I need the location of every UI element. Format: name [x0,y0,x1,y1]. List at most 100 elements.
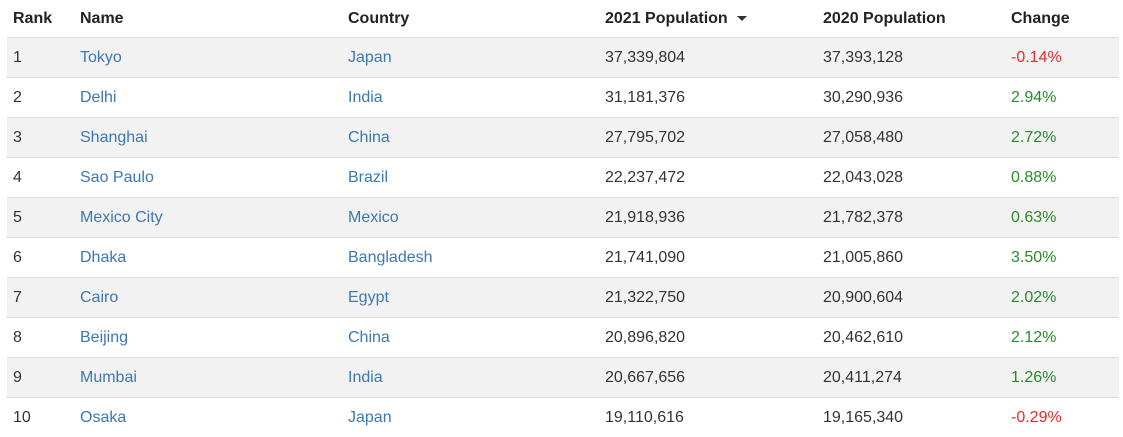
cell-2021-population: 21,741,090 [605,249,685,266]
cell-city-name-link[interactable]: Mumbai [80,369,137,386]
cell-country-link[interactable]: India [348,369,383,386]
cell-rank-cell: 1 [7,38,80,78]
header-name-label: Name [80,10,124,27]
cell-change-cell: 0.88% [1011,158,1119,198]
cell-country-link[interactable]: Japan [348,49,392,66]
cell-country-link[interactable]: Bangladesh [348,249,433,266]
cell-rank-cell: 10 [7,398,80,437]
cell-2020-population-cell: 30,290,936 [823,78,1011,118]
cell-2021-population-cell: 20,667,656 [605,358,823,398]
cell-change: 0.63% [1011,209,1056,226]
cell-2020-population-cell: 37,393,128 [823,38,1011,78]
header-rank[interactable]: Rank [7,0,80,38]
cell-2021-population-cell: 20,896,820 [605,318,823,358]
cell-change: 2.72% [1011,129,1056,146]
cell-city-name-cell: Cairo [80,278,348,318]
cell-rank: 7 [13,289,22,306]
cell-2021-population-cell: 19,110,616 [605,398,823,437]
cell-city-name-cell: Sao Paulo [80,158,348,198]
cell-2021-population: 21,322,750 [605,289,685,306]
cell-country-cell: Japan [348,398,605,437]
cell-rank-cell: 8 [7,318,80,358]
header-country-label: Country [348,10,409,27]
cell-city-name-cell: Mexico City [80,198,348,238]
cell-2021-population: 20,667,656 [605,369,685,386]
cell-2021-population: 20,896,820 [605,329,685,346]
header-change[interactable]: Change [1011,0,1119,38]
cell-city-name-cell: Tokyo [80,38,348,78]
cell-country-link[interactable]: China [348,329,390,346]
cell-2020-population: 21,782,378 [823,209,903,226]
cell-change: 0.88% [1011,169,1056,186]
header-rank-label: Rank [13,10,52,27]
cell-city-name-link[interactable]: Beijing [80,329,128,346]
cell-country-link[interactable]: Brazil [348,169,388,186]
cell-change-cell: 0.63% [1011,198,1119,238]
cell-country-link[interactable]: Japan [348,409,392,426]
cell-city-name-link[interactable]: Mexico City [80,209,163,226]
cell-2020-population-cell: 27,058,480 [823,118,1011,158]
cell-city-name-link[interactable]: Delhi [80,89,116,106]
cell-rank: 5 [13,209,22,226]
cell-2020-population: 20,411,274 [823,369,902,386]
header-2020-population[interactable]: 2020 Population [823,0,1011,38]
cell-country-link[interactable]: China [348,129,390,146]
cell-2021-population-cell: 22,237,472 [605,158,823,198]
cell-change: 2.02% [1011,289,1056,306]
cell-country-link[interactable]: Mexico [348,209,399,226]
cell-2020-population: 21,005,860 [823,249,903,266]
cell-change-cell: 3.50% [1011,238,1119,278]
cell-rank: 6 [13,249,22,266]
cell-country-cell: Japan [348,38,605,78]
cell-city-name-link[interactable]: Tokyo [80,49,122,66]
cell-city-name-link[interactable]: Osaka [80,409,126,426]
cell-change-cell: -0.29% [1011,398,1119,437]
cell-city-name-cell: Beijing [80,318,348,358]
cell-rank: 1 [13,49,22,66]
cell-change-cell: 2.12% [1011,318,1119,358]
cell-country-link[interactable]: Egypt [348,289,389,306]
cell-2021-population: 22,237,472 [605,169,685,186]
cell-rank-cell: 9 [7,358,80,398]
table-row: 6 Dhaka Bangladesh 21,741,090 21,005,860 3.50… [7,238,1119,278]
table-row: 10 Osaka Japan 19,110,616 19,165,340-0.29% [7,398,1119,437]
cell-country-cell: India [348,358,605,398]
cell-city-name-link[interactable]: Shanghai [80,129,148,146]
header-2021-population[interactable]: 2021 Population [605,0,823,38]
header-row: Rank Name Country 2021 Population 2020 P… [7,0,1119,38]
cell-country-link[interactable]: India [348,89,383,106]
cell-country-cell: Egypt [348,278,605,318]
cell-city-name-link[interactable]: Dhaka [80,249,126,266]
cell-country-cell: India [348,78,605,118]
cell-country-cell: China [348,118,605,158]
cell-change: 2.94% [1011,89,1056,106]
header-2020-population-label: 2020 Population [823,10,946,27]
header-country[interactable]: Country [348,0,605,38]
cell-city-name-link[interactable]: Cairo [80,289,118,306]
cell-2021-population-cell: 31,181,376 [605,78,823,118]
cell-2021-population: 37,339,804 [605,49,685,66]
cell-rank: 8 [13,329,22,346]
cell-2020-population-cell: 22,043,028 [823,158,1011,198]
cell-rank: 4 [13,169,22,186]
cell-2021-population: 19,110,616 [605,409,684,426]
cell-2021-population: 27,795,702 [605,129,685,146]
cell-change: 2.12% [1011,329,1056,346]
cell-city-name-cell: Osaka [80,398,348,437]
cell-rank: 3 [13,129,22,146]
cell-country-cell: Bangladesh [348,238,605,278]
cell-city-name-link[interactable]: Sao Paulo [80,169,154,186]
header-name[interactable]: Name [80,0,348,38]
cell-2020-population-cell: 19,165,340 [823,398,1011,437]
cell-city-name-cell: Mumbai [80,358,348,398]
cell-2020-population-cell: 20,462,610 [823,318,1011,358]
cell-change: 3.50% [1011,249,1056,266]
cell-2021-population-cell: 27,795,702 [605,118,823,158]
cell-rank: 10 [13,409,31,426]
